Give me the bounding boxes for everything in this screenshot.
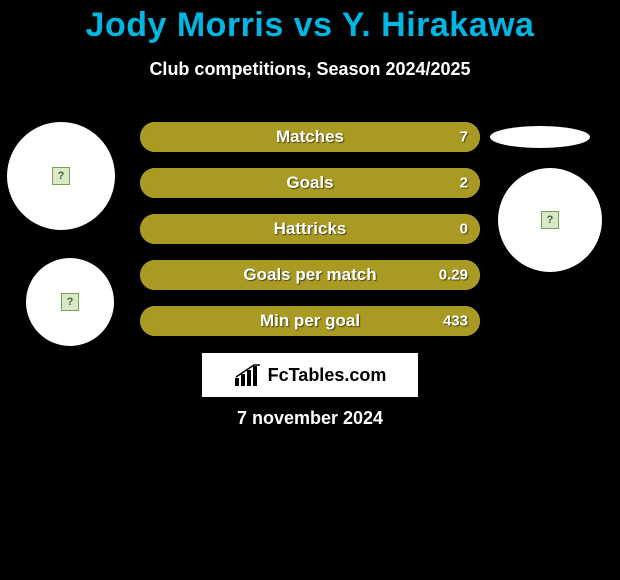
stat-bar-value: 0.29 <box>439 267 468 284</box>
stat-bar-label: Min per goal <box>260 311 360 331</box>
page-title: Jody Morris vs Y. Hirakawa <box>0 0 620 45</box>
bars-logo-icon <box>234 364 262 386</box>
image-placeholder-icon <box>61 293 79 311</box>
stat-bar-value: 7 <box>460 129 468 146</box>
stat-bar: Matches 7 <box>140 122 480 152</box>
stat-bar-label: Goals per match <box>243 265 376 285</box>
player-avatar <box>7 122 115 230</box>
stat-bar-value: 0 <box>460 221 468 238</box>
stat-bar-value: 433 <box>443 313 468 330</box>
player-avatar <box>498 168 602 272</box>
page-subtitle: Club competitions, Season 2024/2025 <box>0 59 620 80</box>
date-text: 7 november 2024 <box>0 408 620 429</box>
branding-text: FcTables.com <box>268 365 387 386</box>
image-placeholder-icon <box>541 211 559 229</box>
stat-bar: Goals per match 0.29 <box>140 260 480 290</box>
stat-bar: Hattricks 0 <box>140 214 480 244</box>
image-placeholder-icon <box>52 167 70 185</box>
player-avatar <box>26 258 114 346</box>
stat-bar: Goals 2 <box>140 168 480 198</box>
decorative-ellipse <box>490 126 590 148</box>
stat-bar-label: Goals <box>286 173 333 193</box>
branding-badge: FcTables.com <box>202 353 418 397</box>
stat-bar-label: Matches <box>276 127 344 147</box>
stat-bars: Matches 7 Goals 2 Hattricks 0 Goals per match 0… <box>140 122 480 352</box>
stat-bar-value: 2 <box>460 175 468 192</box>
stat-bar-label: Hattricks <box>274 219 347 239</box>
stat-bar: Min per goal 433 <box>140 306 480 336</box>
